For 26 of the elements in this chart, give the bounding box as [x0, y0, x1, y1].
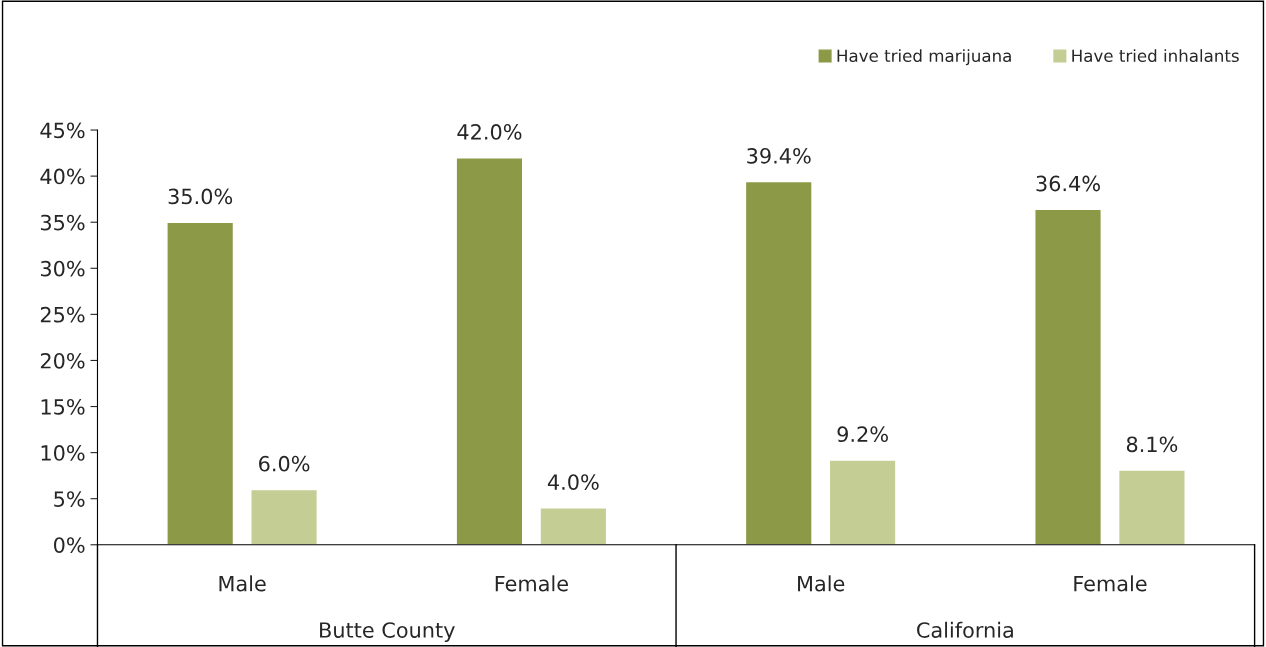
data-label: 39.4%	[747, 147, 811, 164]
y-tick-label: 20%	[40, 352, 85, 369]
text: California	[917, 621, 1013, 638]
data-label: 4.0%	[547, 474, 599, 490]
legend-label: Have tried inhalants	[1072, 49, 1239, 63]
data-label: 42.0%	[457, 124, 522, 140]
data-label: 9.2%	[837, 426, 888, 443]
data-label: 6.0%	[259, 455, 310, 472]
y-tick-label: 5%	[54, 491, 85, 507]
y-tick-label: 15%	[41, 398, 85, 415]
y-tick-label: 25%	[40, 306, 85, 323]
text: Butte County	[320, 622, 455, 642]
y-tick-label: 30%	[40, 260, 85, 277]
y-tick-label: 35%	[40, 214, 85, 231]
x-tick-label: Male	[798, 575, 845, 592]
x-tick-label: Female	[1074, 575, 1147, 592]
data-label: 36.4%	[1036, 175, 1100, 192]
y-tick-label: 40%	[40, 168, 85, 185]
legend-label: Have tried marijuana	[837, 49, 1011, 66]
data-label: 35.0%	[168, 188, 233, 205]
data-label: 8.1%	[1126, 436, 1178, 453]
y-tick-label: 45%	[40, 122, 85, 139]
y-tick-label: 0%	[54, 537, 85, 553]
x-tick-label: Female	[495, 575, 568, 592]
x-tick-label: Male	[219, 575, 266, 592]
y-tick-label: 10%	[41, 445, 85, 461]
